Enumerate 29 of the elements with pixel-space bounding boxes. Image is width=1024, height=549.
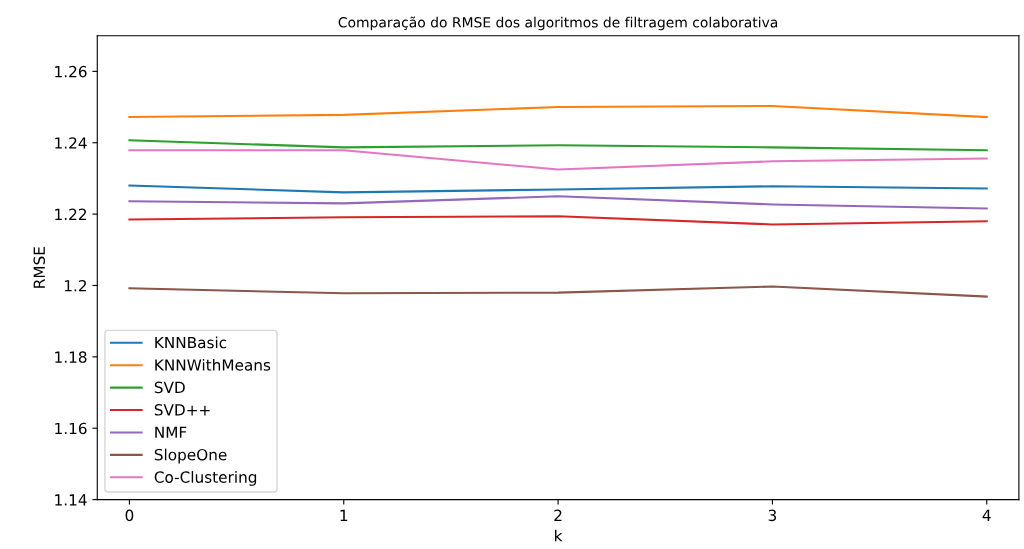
y-tick-label: 1.24 bbox=[55, 137, 87, 149]
legend-label: KNNWithMeans bbox=[155, 358, 271, 371]
x-tick-label: 4 bbox=[982, 509, 991, 521]
x-tick-label: 2 bbox=[554, 509, 562, 521]
line-series bbox=[128, 184, 988, 194]
legend-label: SVD bbox=[154, 381, 185, 394]
y-tick-label: 1.2 bbox=[64, 279, 87, 292]
x-axis-title: k bbox=[555, 529, 563, 542]
x-tick-label: 0 bbox=[125, 509, 134, 522]
legend-label: Co-Clustering bbox=[154, 471, 257, 486]
y-tick-label: 1.22 bbox=[55, 208, 87, 220]
line-series bbox=[128, 149, 988, 171]
legend-label: KNNBasic bbox=[155, 336, 227, 349]
legend-label: NMF bbox=[155, 426, 187, 438]
line-series bbox=[128, 215, 988, 226]
y-axis-title: RMSE bbox=[33, 247, 46, 288]
x-tick-label: 1 bbox=[340, 509, 348, 521]
line-series bbox=[128, 195, 988, 210]
x-tick-label: 3 bbox=[768, 509, 777, 522]
y-tick-label: 1.26 bbox=[55, 65, 87, 78]
line-series bbox=[128, 285, 988, 298]
y-tick-label: 1.14 bbox=[55, 494, 87, 506]
chart-title: Comparação do RMSE dos algoritmos de filtragem colaborativa bbox=[338, 16, 778, 31]
line-series bbox=[128, 104, 988, 119]
line-series bbox=[128, 139, 988, 152]
y-tick-label: 1.16 bbox=[55, 422, 87, 435]
y-tick-label: 1.18 bbox=[55, 351, 87, 363]
legend-label: SlopeOne bbox=[154, 448, 227, 464]
legend-label: SVD++ bbox=[154, 404, 210, 416]
